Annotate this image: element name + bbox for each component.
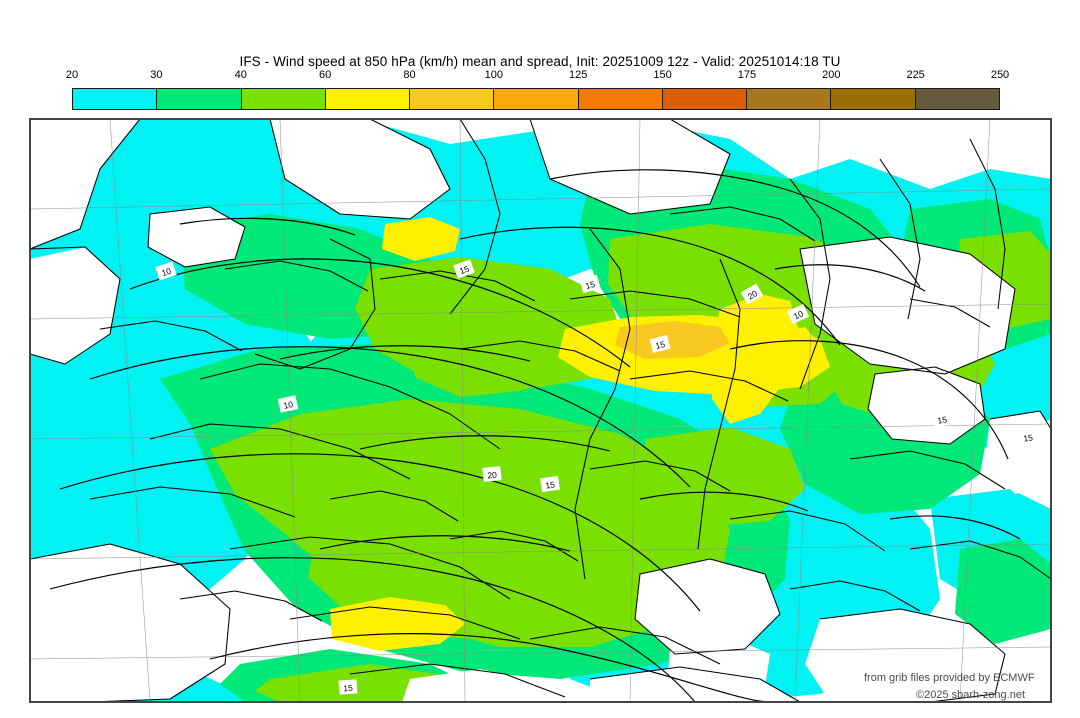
graticule-layer	[30, 119, 1051, 702]
map-border	[30, 119, 1051, 702]
colorbar-tick-labels: 20 30 40 60 80 100 125 150 175 200 225 250	[66, 69, 1009, 85]
band-80-100	[615, 321, 730, 359]
colorbar-band-225-250	[915, 89, 999, 109]
spread-contour-layer	[49, 169, 1021, 702]
colorbar-band-40-60	[241, 89, 326, 109]
svg-text:10: 10	[283, 399, 295, 411]
colorbar-band-150-175	[662, 89, 748, 109]
colorbar-tick-60: 60	[318, 69, 332, 81]
colorbar-tick-250: 250	[990, 69, 1010, 81]
svg-text:15: 15	[654, 339, 666, 351]
colorbar-band-20-30	[73, 89, 158, 109]
svg-text:15: 15	[545, 479, 556, 490]
colorbar-tick-150: 150	[653, 69, 672, 81]
colorbar-tick-225: 225	[906, 69, 925, 81]
colorbar-tick-80: 80	[403, 69, 416, 81]
svg-text:15: 15	[937, 414, 948, 426]
colorbar-band-60-80	[325, 89, 411, 109]
weather-map: 10 10 15 15	[30, 119, 1051, 702]
colorbar-tick-200: 200	[822, 69, 841, 81]
colorbar-tick-100: 100	[484, 69, 503, 81]
map-panel: 10 10 15 15	[29, 118, 1052, 703]
colorbar-band-80-100	[410, 89, 495, 109]
colorbar-tick-30: 30	[150, 69, 163, 81]
below-threshold-areas	[30, 119, 1051, 702]
svg-text:20: 20	[746, 288, 759, 302]
svg-text:15: 15	[343, 683, 353, 694]
colorbar-band-125-150	[578, 89, 663, 109]
colorbar-tick-175: 175	[737, 69, 757, 81]
svg-text:15: 15	[584, 279, 596, 291]
filled-contour-layer: 10 10 15 15	[30, 119, 1051, 702]
svg-text:10: 10	[792, 308, 805, 321]
svg-text:20: 20	[487, 470, 498, 481]
svg-text:15: 15	[458, 264, 471, 277]
colorbar-tick-20: 20	[65, 69, 79, 81]
attribution-source: from grib files provided by ECMWF	[864, 672, 1035, 684]
colorbar-band-30-40	[157, 89, 242, 109]
colorbar-band-200-225	[831, 89, 916, 109]
attribution-copyright: ©2025 sbarh-zong.net	[916, 689, 1026, 701]
svg-text:10: 10	[160, 266, 172, 279]
contour-labels: 10 10 15 15	[155, 259, 1038, 695]
page-title: IFS - Wind speed at 850 hPa (km/h) mean …	[239, 54, 841, 69]
colorbar-band-175-200	[747, 89, 832, 109]
svg-text:15: 15	[1023, 432, 1034, 443]
colorbar-tick-40: 40	[234, 69, 247, 81]
colorbar-bands	[72, 88, 1000, 110]
colorbar-tick-125: 125	[568, 69, 588, 81]
colorbar-band-100-125	[494, 89, 579, 109]
colorbar	[72, 88, 1000, 110]
